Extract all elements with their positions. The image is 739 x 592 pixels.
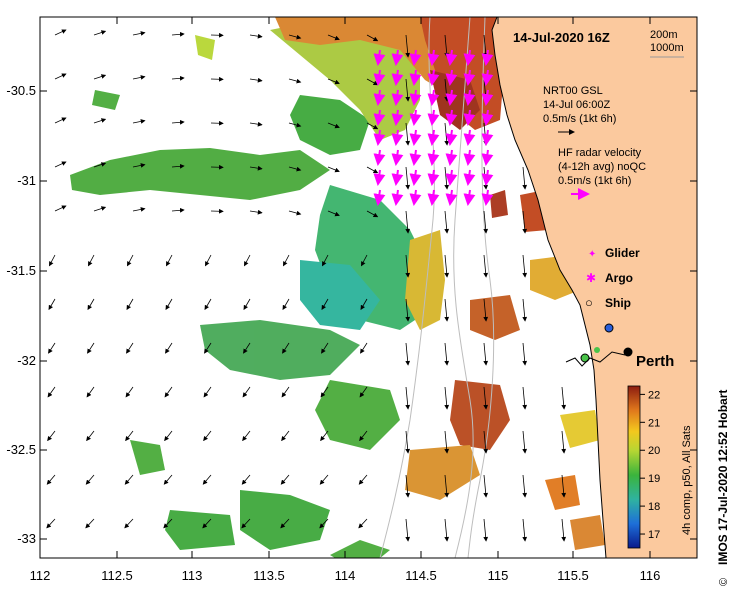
glider-icon: ✦ xyxy=(588,249,596,260)
x-tick-label: 112.5 xyxy=(101,568,133,583)
y-axis: -30.5 -31 -31.5 -32 -32.5 -33 xyxy=(6,83,697,546)
y-tick-label: -30.5 xyxy=(6,83,36,98)
colorbar xyxy=(627,385,641,549)
gsl-current-vectors xyxy=(46,29,567,542)
hf-radar-vectors xyxy=(373,49,494,206)
gsl-legend-line2: 14-Jul 06:00Z xyxy=(543,99,611,111)
x-axis: 112 112.5 113 113.5 114 114.5 115 115.5 116 xyxy=(30,17,661,583)
copyright-icon: © xyxy=(718,578,730,586)
y-tick-label: -33 xyxy=(17,531,36,546)
y-tick-label: -32.5 xyxy=(6,442,36,457)
colorbar-tick-label: 20 xyxy=(648,445,660,457)
radar-legend-line2: (4-12h avg) noQC xyxy=(558,161,646,173)
gsl-legend-line1: NRT00 GSL xyxy=(543,85,603,97)
colorbar-tick-label: 19 xyxy=(648,473,660,485)
depth-contour-1000m: 1000m xyxy=(650,42,684,54)
colorbar-tick-label: 17 xyxy=(648,529,660,541)
ship-marker xyxy=(604,323,614,333)
perth-coastline-mark xyxy=(565,351,626,367)
argo-label: Argo xyxy=(605,271,633,285)
x-tick-label: 116 xyxy=(640,568,661,583)
map-date-title: 14-Jul-2020 16Z xyxy=(513,30,610,45)
colorbar-ticks: 22 21 20 19 18 17 xyxy=(640,389,660,541)
colorbar-tick-label: 18 xyxy=(648,501,660,513)
x-tick-label: 114.5 xyxy=(405,568,437,583)
argo-icon: ✱ xyxy=(586,271,596,285)
symbol-legend: ✦ Glider ✱ Argo ○ Ship xyxy=(585,246,640,310)
ship-marker xyxy=(594,347,600,353)
colorbar-label: 4h comp, p50, All Sats xyxy=(681,425,693,535)
colorbar-tick-label: 22 xyxy=(648,389,660,401)
ship-marker xyxy=(580,353,590,363)
map-plot-area xyxy=(46,17,697,558)
y-tick-label: -32 xyxy=(17,353,36,368)
colorbar-tick-label: 21 xyxy=(648,417,660,429)
ship-marker xyxy=(623,347,633,357)
y-tick-label: -31 xyxy=(17,173,36,188)
y-tick-label: -31.5 xyxy=(6,263,36,278)
gsl-legend-line3: 0.5m/s (1kt 6h) xyxy=(543,113,616,125)
glider-label: Glider xyxy=(605,246,640,260)
credit-text: IMOS 17-Jul-2020 12:52 Hobart xyxy=(716,390,730,565)
plot-frame xyxy=(39,16,698,559)
x-tick-label: 115.5 xyxy=(557,568,589,583)
ship-icon: ○ xyxy=(585,295,593,310)
x-tick-label: 113.5 xyxy=(253,568,285,583)
radar-legend-line3: 0.5m/s (1kt 6h) xyxy=(558,175,631,187)
x-tick-label: 115 xyxy=(488,568,509,583)
land-western-australia xyxy=(491,17,697,558)
depth-contour-200m: 200m xyxy=(650,29,678,41)
radar-legend-line1: HF radar velocity xyxy=(558,147,642,159)
perth-label: Perth xyxy=(636,353,674,370)
ship-label: Ship xyxy=(605,296,631,310)
x-tick-label: 113 xyxy=(182,568,203,583)
x-tick-label: 112 xyxy=(30,568,51,583)
x-tick-label: 114 xyxy=(335,568,356,583)
